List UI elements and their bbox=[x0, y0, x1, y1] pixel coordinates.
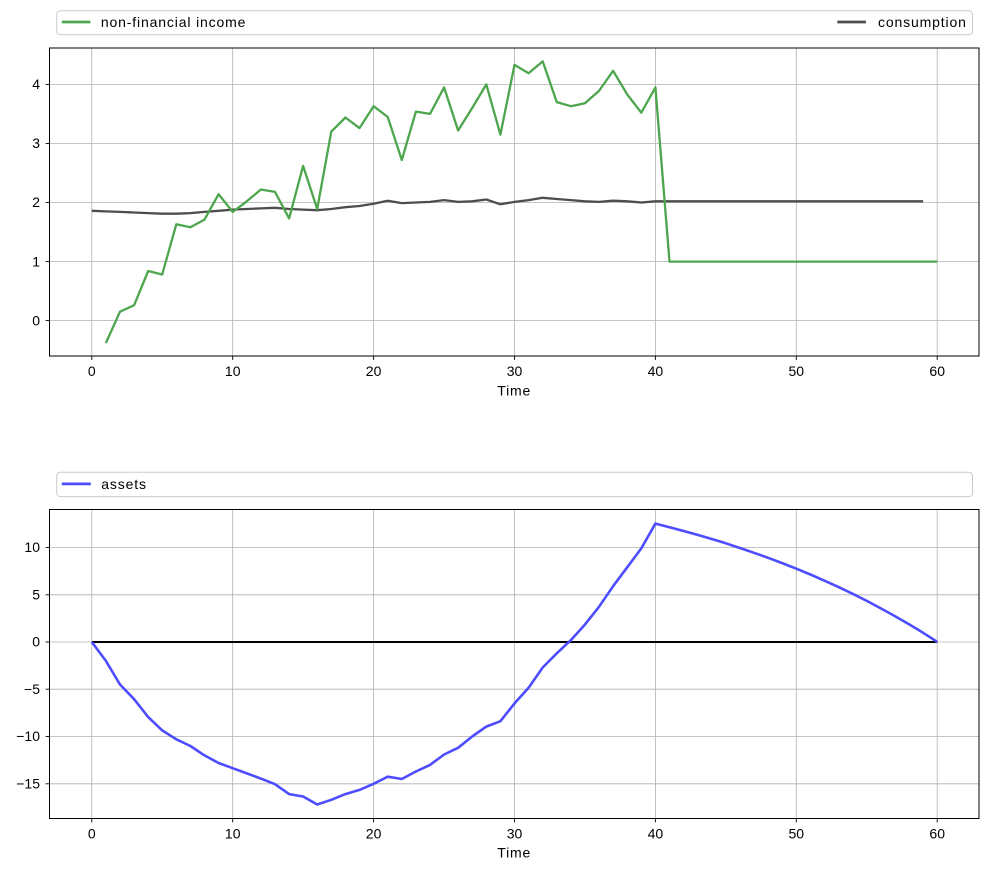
svg-text:3: 3 bbox=[32, 135, 40, 151]
svg-text:20: 20 bbox=[366, 363, 382, 379]
svg-text:2: 2 bbox=[32, 194, 40, 210]
svg-text:−10: −10 bbox=[16, 728, 40, 744]
svg-text:60: 60 bbox=[929, 363, 945, 379]
svg-text:0: 0 bbox=[32, 634, 40, 650]
svg-text:50: 50 bbox=[789, 363, 805, 379]
svg-text:5: 5 bbox=[32, 587, 40, 603]
svg-text:30: 30 bbox=[507, 363, 523, 379]
svg-text:0: 0 bbox=[88, 363, 96, 379]
svg-text:40: 40 bbox=[648, 363, 664, 379]
svg-text:Time: Time bbox=[497, 382, 531, 398]
svg-text:Time: Time bbox=[497, 845, 531, 861]
svg-text:30: 30 bbox=[507, 826, 523, 842]
svg-text:1: 1 bbox=[32, 253, 40, 269]
svg-text:−15: −15 bbox=[16, 776, 40, 792]
svg-text:20: 20 bbox=[366, 826, 382, 842]
svg-text:60: 60 bbox=[929, 826, 945, 842]
svg-text:10: 10 bbox=[225, 363, 241, 379]
svg-text:assets: assets bbox=[101, 476, 147, 492]
svg-text:0: 0 bbox=[32, 312, 40, 328]
svg-text:4: 4 bbox=[32, 76, 40, 92]
svg-text:non-financial income: non-financial income bbox=[101, 14, 246, 30]
svg-text:50: 50 bbox=[789, 826, 805, 842]
svg-text:10: 10 bbox=[24, 539, 40, 555]
svg-text:−5: −5 bbox=[24, 681, 40, 697]
svg-text:0: 0 bbox=[88, 826, 96, 842]
svg-text:consumption: consumption bbox=[878, 14, 967, 30]
svg-text:40: 40 bbox=[648, 826, 664, 842]
svg-text:10: 10 bbox=[225, 826, 241, 842]
